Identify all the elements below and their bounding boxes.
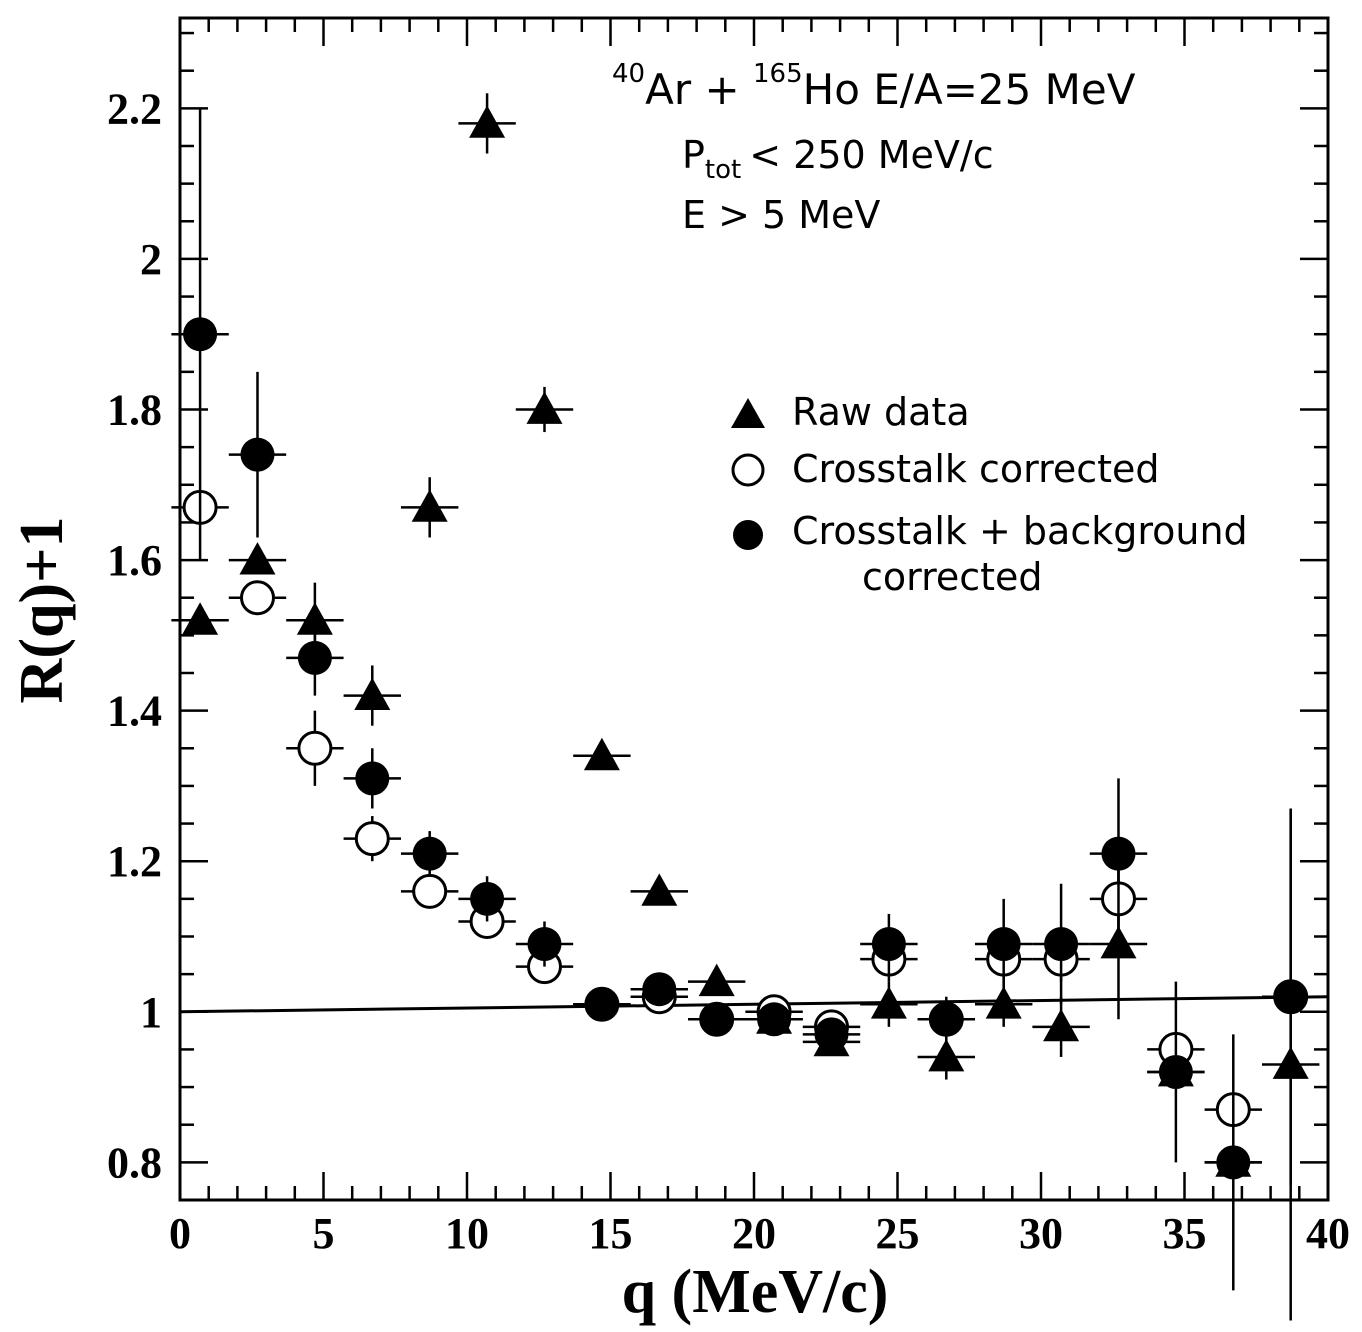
- x-tick-labels: 0 5 10 15 20 25 30 35 40: [169, 1209, 1350, 1258]
- x-tick-label: 20: [732, 1209, 776, 1258]
- data-point-filled-circle: [929, 1002, 964, 1037]
- data-point-triangle: [526, 391, 563, 424]
- y-tick-labels: 0.8 1 1.2 1.4 1.6 1.8 2 2.2: [107, 84, 162, 1187]
- x-tick-label: 10: [445, 1209, 489, 1258]
- legend-label-raw: Raw data: [792, 390, 970, 434]
- x-tick-label: 5: [313, 1209, 335, 1258]
- data-point-filled-circle: [584, 987, 619, 1022]
- data-point-triangle: [641, 873, 678, 906]
- y-tick-label: 2: [140, 235, 162, 284]
- y-tick-label: 0.8: [107, 1138, 162, 1187]
- data-point-triangle: [296, 602, 333, 635]
- data-point-filled-circle: [1158, 1055, 1193, 1090]
- y-tick-label: 1.6: [107, 536, 162, 585]
- data-point-triangle: [583, 737, 620, 771]
- x-tick-label: 15: [589, 1209, 633, 1258]
- data-point-filled-circle: [699, 1002, 734, 1037]
- reference-line: [179, 995, 1329, 1014]
- data-point-filled-circle: [642, 972, 677, 1007]
- legend-filled-circle-marker: [733, 520, 763, 550]
- x-tick-label: 30: [1019, 1209, 1063, 1258]
- legend-label-full-line2: corrected: [862, 555, 1043, 599]
- series-filled-circle: [171, 108, 1320, 1291]
- series-triangle: [171, 93, 1320, 1321]
- data-point-triangle: [698, 963, 735, 997]
- data-point-filled-circle: [1101, 836, 1136, 871]
- data-point-filled-circle: [986, 927, 1021, 962]
- x-tick-label: 0: [169, 1209, 191, 1258]
- data-point-triangle: [411, 489, 448, 522]
- x-axis-title: q (MeV/c): [622, 1258, 889, 1326]
- y-tick-label: 1.8: [107, 385, 162, 434]
- data-point-open-circle: [354, 821, 390, 857]
- data-point-triangle: [239, 542, 276, 575]
- data-point-filled-circle: [871, 927, 906, 962]
- x-tick-label: 35: [1163, 1209, 1207, 1258]
- data-point-triangle: [354, 677, 391, 710]
- data-point-filled-circle: [814, 1017, 849, 1052]
- data-point-filled-circle: [470, 881, 505, 916]
- legend-label-full-line1: Crosstalk + background: [792, 509, 1248, 553]
- y-axis-title: R(q)+1: [8, 517, 76, 704]
- data-point-open-circle: [412, 873, 448, 909]
- legend-label-crosstalk: Crosstalk corrected: [792, 447, 1160, 491]
- data-point-triangle: [182, 602, 219, 635]
- data-points: [171, 93, 1320, 1321]
- y-tick-label: 1.4: [107, 687, 162, 736]
- data-point-open-circle: [297, 730, 333, 766]
- axis-ticks: [178, 18, 1330, 1202]
- energy-cut-annotation: E > 5 MeV: [682, 193, 880, 237]
- legend-triangle-marker: [731, 398, 765, 428]
- data-point-filled-circle: [757, 1002, 792, 1037]
- momentum-cut-annotation: Ptot < 250 MeV/c: [682, 133, 994, 185]
- reference-line-group: [179, 995, 1329, 1014]
- legend-open-circle-marker: [731, 453, 765, 487]
- data-point-filled-circle: [1044, 927, 1079, 962]
- data-point-triangle: [928, 1038, 965, 1072]
- series-open-circle: [171, 489, 1320, 1128]
- y-tick-label: 1.2: [107, 837, 162, 886]
- data-point-triangle: [870, 986, 907, 1019]
- data-point-filled-circle: [183, 317, 218, 352]
- data-point-triangle: [1100, 926, 1137, 959]
- data-point-filled-circle: [1216, 1145, 1251, 1180]
- data-point-triangle: [469, 105, 506, 138]
- data-point-filled-circle: [527, 927, 562, 962]
- data-point-filled-circle: [240, 437, 275, 472]
- reaction-annotation: 40Ar + 165Ho E/A=25 MeV: [612, 59, 1136, 114]
- data-point-filled-circle: [412, 836, 447, 871]
- data-point-open-circle: [239, 580, 275, 616]
- x-tick-label: 25: [876, 1209, 920, 1258]
- x-tick-label: 40: [1306, 1209, 1350, 1258]
- data-point-filled-circle: [297, 640, 332, 675]
- y-tick-label: 2.2: [107, 84, 162, 133]
- legend: Raw data Crosstalk corrected Crosstalk +…: [731, 390, 1248, 599]
- y-tick-label: 1: [140, 988, 162, 1037]
- data-point-filled-circle: [355, 761, 390, 796]
- data-point-triangle: [985, 986, 1022, 1019]
- data-point-triangle: [1043, 1008, 1080, 1042]
- data-point-filled-circle: [1273, 979, 1308, 1014]
